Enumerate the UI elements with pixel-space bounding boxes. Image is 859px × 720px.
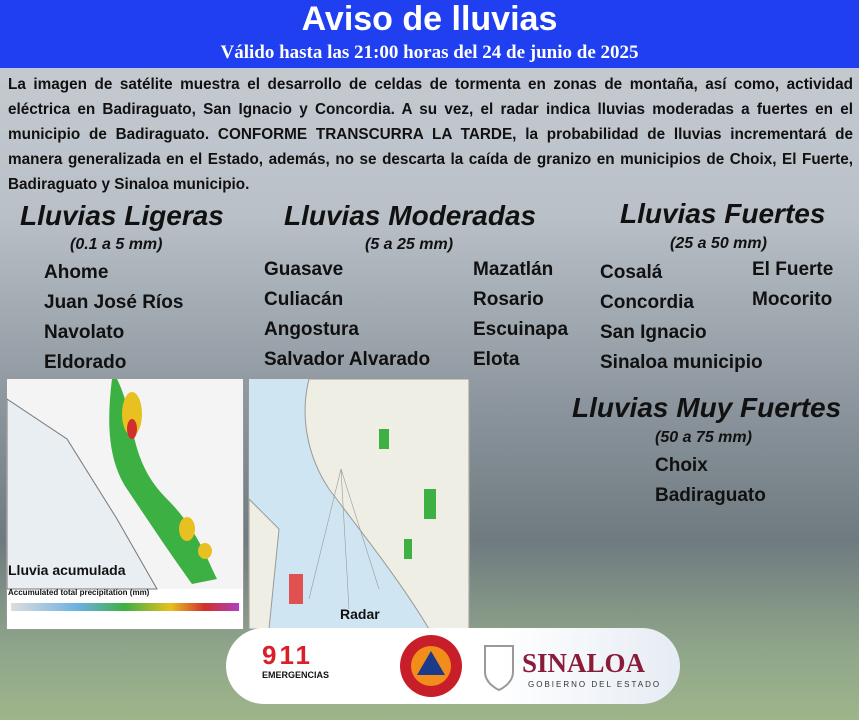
municipality: San Ignacio (600, 322, 707, 343)
municipality: Badiraguato (655, 485, 766, 506)
government-label: GOBIERNO DEL ESTADO (528, 680, 662, 689)
header: Aviso de lluvias Válido hasta las 21:00 … (0, 0, 859, 68)
municipality: Mocorito (752, 289, 833, 310)
category-range: (0.1 a 5 mm) (70, 236, 163, 253)
radar-map (248, 378, 470, 630)
municipality: Cosalá (600, 262, 663, 283)
municipality: Ahome (44, 262, 109, 283)
map-label: Radar (340, 606, 380, 622)
municipality: Concordia (600, 292, 694, 313)
precipitation-map (6, 378, 244, 630)
subtitle: Válido hasta las 21:00 horas del 24 de j… (220, 42, 639, 63)
municipality: Guasave (264, 259, 344, 280)
category-range: (5 a 25 mm) (365, 236, 454, 253)
footer: 911 EMERGENCIAS SINALOA GOBIERNO DEL EST… (226, 628, 680, 704)
municipality: Juan José Ríos (44, 292, 184, 313)
municipality: Angostura (264, 319, 359, 340)
state-shield (484, 645, 514, 692)
category-title: Lluvias Ligeras (20, 200, 224, 231)
category-range: (25 a 50 mm) (670, 235, 767, 252)
municipality: Rosario (473, 289, 544, 310)
description: La imagen de satélite muestra el desarro… (8, 76, 853, 193)
title: Aviso de lluvias (301, 0, 558, 38)
municipality: Navolato (44, 322, 125, 343)
municipality: Mazatlán (473, 259, 554, 280)
category-title: Lluvias Muy Fuertes (572, 392, 842, 423)
municipality: Elota (473, 349, 520, 370)
category-title: Lluvias Fuertes (620, 198, 826, 229)
municipality: Eldorado (44, 352, 127, 373)
state-name: SINALOA (522, 648, 646, 678)
municipality: El Fuerte (752, 259, 834, 280)
municipality: Salvador Alvarado (264, 349, 431, 370)
municipality: Culiacán (264, 289, 344, 310)
emergency-label: EMERGENCIAS (262, 670, 330, 680)
category-title: Lluvias Moderadas (284, 200, 537, 231)
municipality: Choix (655, 455, 708, 476)
map-label: Lluvia acumulada (8, 562, 126, 578)
category-range: (50 a 75 mm) (655, 429, 752, 446)
municipality: Sinaloa municipio (600, 352, 763, 373)
emergency-number: 911 (262, 640, 313, 670)
municipality: Escuinapa (473, 319, 569, 340)
civil-protection-logo (400, 635, 462, 697)
map-legend: Accumulated total precipitation (mm) (8, 588, 150, 597)
